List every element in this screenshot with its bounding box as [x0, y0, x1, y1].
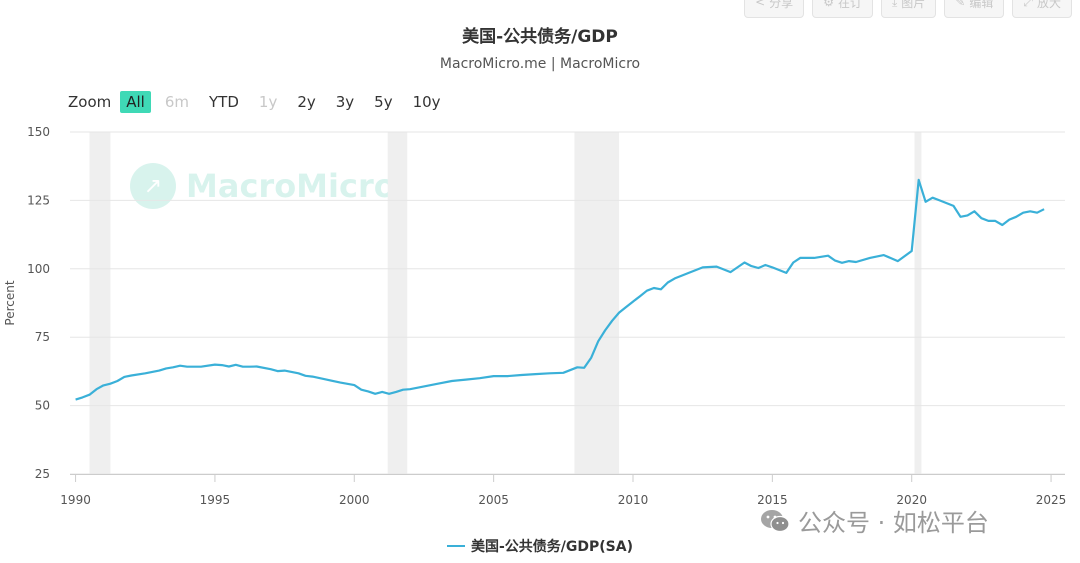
- x-tick-label: 2010: [618, 493, 649, 507]
- toolbar-button-label: 放大: [1036, 0, 1061, 10]
- y-tick-label: 75: [35, 330, 50, 344]
- y-tick-label: 25: [35, 467, 50, 481]
- macromicro-watermark: ↗ MacroMicro: [130, 163, 396, 209]
- x-tick-label: 1990: [60, 493, 91, 507]
- macromicro-logo-icon: ↗: [130, 163, 176, 209]
- zoom-label: Zoom: [68, 93, 112, 111]
- y-tick-label: 125: [27, 193, 50, 207]
- watermark-text: MacroMicro: [186, 167, 396, 205]
- chart-toolbar: < 分享 ⚙ 在订 ⤓ 图片 ✎ 编辑 ⤢ 放大: [744, 0, 1072, 18]
- toolbar-button-label: 编辑: [969, 0, 994, 10]
- zoom-selector: Zoom All 6m YTD 1y 2y 3y 5y 10y: [68, 91, 455, 113]
- wechat-icon: [761, 509, 790, 532]
- toolbar-button-expand[interactable]: ⤢ 放大: [1012, 0, 1072, 18]
- toolbar-button-pencil[interactable]: ✎ 编辑: [944, 0, 1005, 18]
- download-icon: ⤓: [891, 0, 898, 9]
- expand-icon: ⤢: [1023, 0, 1033, 9]
- chart-legend[interactable]: 美国-公共债务/GDP(SA): [0, 536, 1080, 556]
- toolbar-button-share[interactable]: < 分享: [744, 0, 805, 18]
- recession-band: [574, 132, 620, 474]
- x-tick-label: 2015: [757, 493, 788, 507]
- chart-plot: 25 50 75 100 125 150 1990 1995 2000 2005 2010 2015 2…: [3, 125, 1067, 507]
- wechat-text: 公众号 · 如松平台: [798, 509, 989, 537]
- pencil-icon: ✎: [955, 0, 966, 9]
- zoom-2y-button[interactable]: 2y: [297, 93, 316, 111]
- x-tick-label: 2005: [478, 493, 509, 507]
- toolbar-button-download[interactable]: ⤓ 图片: [880, 0, 937, 18]
- y-tick-label: 100: [27, 262, 50, 276]
- toolbar-button-label: 图片: [901, 0, 926, 10]
- zoom-all-button[interactable]: All: [120, 91, 151, 113]
- wechat-watermark: 公众号 · 如松平台: [760, 503, 989, 538]
- gear-icon: ⚙: [823, 0, 834, 9]
- chart-subtitle: MacroMicro.me | MacroMicro: [439, 56, 641, 72]
- x-tick-label: 2000: [339, 493, 370, 507]
- legend-label: 美国-公共债务/GDP(SA): [470, 539, 633, 555]
- zoom-10y-button[interactable]: 10y: [412, 93, 441, 111]
- zoom-6m-button[interactable]: 6m: [164, 93, 190, 111]
- zoom-3y-button[interactable]: 3y: [335, 93, 355, 111]
- x-tick-label: 2025: [1036, 493, 1067, 507]
- zoom-ytd-button[interactable]: YTD: [209, 93, 239, 111]
- y-tick-label: 150: [27, 125, 50, 139]
- x-tick-label: 1995: [200, 493, 231, 507]
- y-tick-label: 50: [35, 399, 50, 413]
- series-line: [75, 178, 1045, 401]
- toolbar-button-gear[interactable]: ⚙ 在订: [812, 0, 873, 18]
- zoom-1y-button[interactable]: 1y: [258, 93, 278, 111]
- y-axis-title: Percent: [3, 280, 17, 325]
- legend-swatch: [446, 545, 465, 547]
- recession-band: [914, 132, 922, 474]
- chart-title: 美国-公共债务/GDP: [462, 27, 618, 47]
- x-tick-label: 2020: [896, 493, 927, 507]
- recession-band: [387, 132, 408, 474]
- toolbar-button-label: 在订: [837, 0, 862, 10]
- zoom-5y-button[interactable]: 5y: [374, 93, 393, 111]
- recession-band: [89, 132, 111, 474]
- toolbar-button-label: 分享: [769, 0, 794, 10]
- share-icon: <: [755, 0, 766, 9]
